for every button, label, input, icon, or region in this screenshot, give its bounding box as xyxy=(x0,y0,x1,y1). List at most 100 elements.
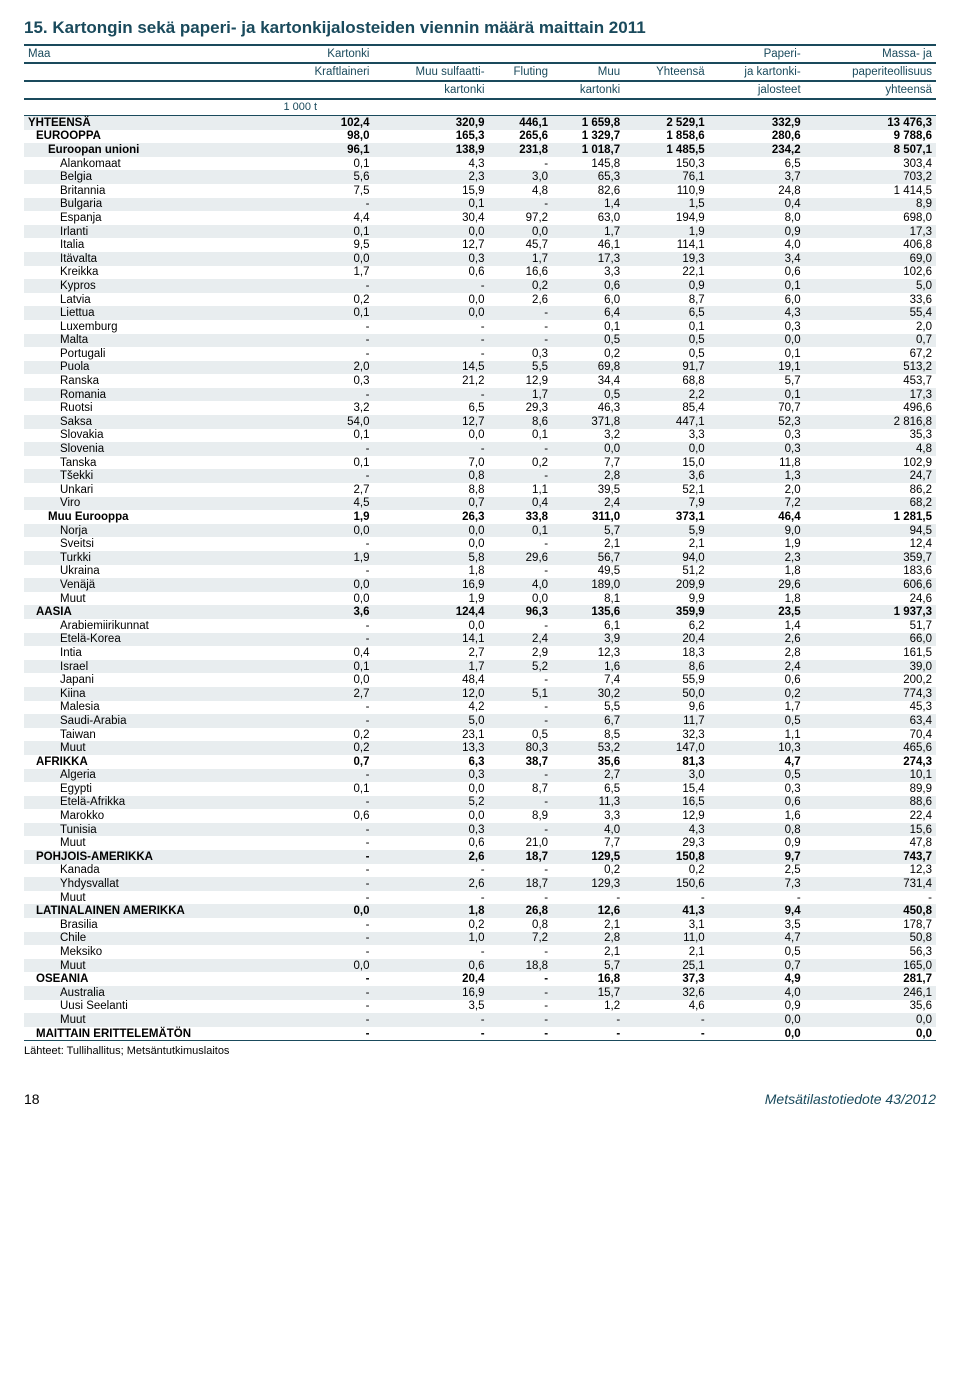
cell-value: 7,0 xyxy=(373,456,488,470)
cell-value: - xyxy=(279,388,373,402)
cell-value: 1,0 xyxy=(373,932,488,946)
cell-value: 0,4 xyxy=(709,198,805,212)
cell-value: 0,3 xyxy=(709,442,805,456)
cell-value: - xyxy=(279,198,373,212)
cell-value: 32,6 xyxy=(624,986,709,1000)
cell-value: 65,3 xyxy=(552,170,624,184)
cell-value: 0,2 xyxy=(279,741,373,755)
cell-value: 1,7 xyxy=(489,388,553,402)
cell-value: - xyxy=(279,986,373,1000)
cell-value: 0,7 xyxy=(373,497,488,511)
cell-value: - xyxy=(489,673,553,687)
cell-value: 47,8 xyxy=(805,836,936,850)
cell-value: 774,3 xyxy=(805,687,936,701)
cell-value: 2 816,8 xyxy=(805,415,936,429)
col-subheader: Fluting xyxy=(489,63,553,81)
cell-value: 280,6 xyxy=(709,130,805,144)
cell-value: 34,4 xyxy=(552,374,624,388)
cell-value: - xyxy=(279,836,373,850)
row-label: Egypti xyxy=(24,782,279,796)
cell-value: 8 507,1 xyxy=(805,143,936,157)
cell-value: 12,9 xyxy=(489,374,553,388)
cell-value: 2,8 xyxy=(709,646,805,660)
cell-value: - xyxy=(489,320,553,334)
cell-value: - xyxy=(279,769,373,783)
cell-value: 1,7 xyxy=(373,660,488,674)
cell-value: 12,3 xyxy=(805,864,936,878)
cell-value: - xyxy=(373,334,488,348)
cell-value: 246,1 xyxy=(805,986,936,1000)
row-label: Belgia xyxy=(24,170,279,184)
cell-value: 2,6 xyxy=(373,877,488,891)
cell-value: 0,1 xyxy=(279,660,373,674)
cell-value: 0,1 xyxy=(489,524,553,538)
table-row: Malta---0,50,50,00,7 xyxy=(24,334,936,348)
col-header xyxy=(624,45,709,63)
cell-value: 4,5 xyxy=(279,497,373,511)
cell-value: - xyxy=(279,1027,373,1041)
cell-value: 4,7 xyxy=(709,755,805,769)
col-header: Paperi- xyxy=(709,45,805,63)
cell-value: 0,2 xyxy=(552,347,624,361)
cell-value: - xyxy=(373,891,488,905)
cell-value: - xyxy=(489,891,553,905)
cell-value: 4,0 xyxy=(709,986,805,1000)
cell-value: - xyxy=(489,306,553,320)
cell-value: 12,9 xyxy=(624,809,709,823)
table-row: Brasilia-0,20,82,13,13,5178,7 xyxy=(24,918,936,932)
cell-value: - xyxy=(552,891,624,905)
table-row: Tšekki-0,8-2,83,61,324,7 xyxy=(24,469,936,483)
table-row: OSEANIA-20,4-16,837,34,9281,7 xyxy=(24,972,936,986)
cell-value: 70,7 xyxy=(709,401,805,415)
cell-value: 52,1 xyxy=(624,483,709,497)
cell-value: 513,2 xyxy=(805,361,936,375)
cell-value: 453,7 xyxy=(805,374,936,388)
cell-value: 0,9 xyxy=(709,836,805,850)
cell-value: 2,1 xyxy=(624,537,709,551)
cell-value: 50,8 xyxy=(805,932,936,946)
cell-value: 0,0 xyxy=(279,592,373,606)
cell-value: 3,5 xyxy=(373,1000,488,1014)
cell-value: 48,4 xyxy=(373,673,488,687)
cell-value: 183,6 xyxy=(805,565,936,579)
cell-value: 30,2 xyxy=(552,687,624,701)
source-line: Lähteet: Tullihallitus; Metsäntutkimusla… xyxy=(24,1045,936,1057)
cell-value: - xyxy=(552,1027,624,1041)
cell-value: - xyxy=(373,320,488,334)
cell-value: 3,6 xyxy=(624,469,709,483)
cell-value: - xyxy=(279,918,373,932)
cell-value: 0,0 xyxy=(709,1013,805,1027)
cell-value: 0,0 xyxy=(373,537,488,551)
table-row: POHJOIS-AMERIKKA-2,618,7129,5150,89,7743… xyxy=(24,850,936,864)
cell-value: 11,3 xyxy=(552,796,624,810)
row-label: Japani xyxy=(24,673,279,687)
table-row: Muu Eurooppa1,926,333,8311,0373,146,41 2… xyxy=(24,510,936,524)
row-label: Liettua xyxy=(24,306,279,320)
cell-value: 29,3 xyxy=(624,836,709,850)
table-row: Uusi Seelanti-3,5-1,24,60,935,6 xyxy=(24,1000,936,1014)
cell-value: 91,7 xyxy=(624,361,709,375)
cell-value: 5,2 xyxy=(489,660,553,674)
row-label: Muut xyxy=(24,741,279,755)
cell-value: 114,1 xyxy=(624,238,709,252)
cell-value: 7,2 xyxy=(489,932,553,946)
cell-value: - xyxy=(489,1027,553,1041)
data-table: MaaKartonkiPaperi-Massa- ja Kraftlaineri… xyxy=(24,44,936,1041)
table-row: Saudi-Arabia-5,0-6,711,70,563,4 xyxy=(24,714,936,728)
cell-value: 0,8 xyxy=(709,823,805,837)
cell-value: 55,4 xyxy=(805,306,936,320)
table-row: Intia0,42,72,912,318,32,8161,5 xyxy=(24,646,936,660)
row-label: Meksiko xyxy=(24,945,279,959)
cell-value: 359,9 xyxy=(624,605,709,619)
row-label: Australia xyxy=(24,986,279,1000)
cell-value: - xyxy=(489,986,553,1000)
row-label: Taiwan xyxy=(24,728,279,742)
table-row: EUROOPPA98,0165,3265,61 329,71 858,6280,… xyxy=(24,130,936,144)
cell-value: - xyxy=(279,320,373,334)
cell-value: 7,3 xyxy=(709,877,805,891)
cell-value: 4,6 xyxy=(624,1000,709,1014)
cell-value: 11,0 xyxy=(624,932,709,946)
cell-value: 6,1 xyxy=(552,619,624,633)
cell-value: 0,3 xyxy=(489,347,553,361)
table-row: Kiina2,712,05,130,250,00,2774,3 xyxy=(24,687,936,701)
